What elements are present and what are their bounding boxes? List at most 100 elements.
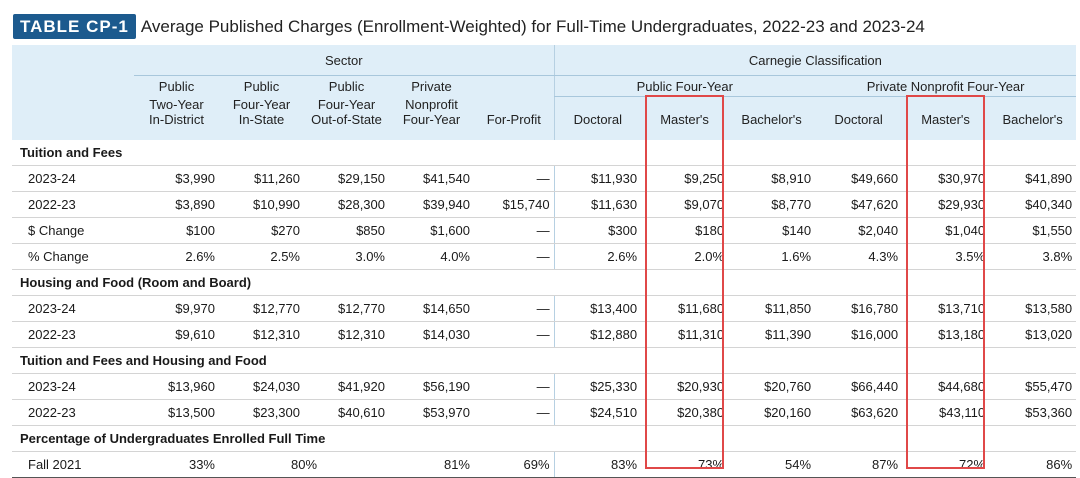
table-body: Tuition and Fees 2023-24 $3,990 $11,260 $29,… bbox=[12, 140, 1077, 478]
table-cell: $63,620 bbox=[815, 399, 903, 426]
col-public-masters: Master's bbox=[641, 96, 729, 127]
table-cell: $53,360 bbox=[989, 399, 1077, 426]
table-header: Sector Carnegie Classification Public Pu… bbox=[12, 45, 1077, 140]
table-cell: 54% bbox=[728, 451, 816, 478]
section-title: Tuition and Fees bbox=[12, 140, 1077, 166]
table-cell: 69% bbox=[474, 451, 555, 478]
table-cell: $56,190 bbox=[389, 373, 474, 400]
table-cell: $20,760 bbox=[728, 373, 816, 400]
col-public-two-year-l23: Two-Year In-District bbox=[134, 96, 219, 127]
section-title: Housing and Food (Room and Board) bbox=[12, 269, 1077, 296]
table-cell: $13,580 bbox=[989, 295, 1077, 322]
table-cell: $23,300 bbox=[219, 399, 304, 426]
table-cell: $3,990 bbox=[134, 165, 219, 192]
table-cell: $15,740 bbox=[474, 191, 555, 218]
table-cell: $9,610 bbox=[134, 321, 219, 348]
table-cell: $13,500 bbox=[134, 399, 219, 426]
col-private-nonprofit-l23: Nonprofit Four-Year bbox=[389, 96, 474, 127]
col-for-profit: For-Profit bbox=[474, 96, 555, 127]
table-cell: — bbox=[474, 321, 555, 348]
table-cell: $13,180 bbox=[902, 321, 990, 348]
table-cell: 2.5% bbox=[219, 243, 304, 270]
table-cell: $20,930 bbox=[641, 373, 729, 400]
table-row: $ Change $100 $270 $850 $1,600— $300 $180 $140 $… bbox=[12, 217, 1077, 244]
table-cell: $140 bbox=[728, 217, 816, 244]
table-cell: 4.3% bbox=[815, 243, 903, 270]
table-row: % Change 2.6% 2.5% 3.0% 4.0% —2.6% 2.0% 1.6% 4.3… bbox=[12, 243, 1077, 270]
table-cell: 1.6% bbox=[728, 243, 816, 270]
header-private-nonprofit-four-year: Private Nonprofit Four-Year bbox=[815, 75, 1077, 97]
table-cell: $13,400 bbox=[553, 295, 642, 322]
table-cell: 80% bbox=[219, 451, 389, 478]
table-cell: $12,880 bbox=[553, 321, 642, 348]
table-cell: 3.0% bbox=[304, 243, 389, 270]
row-label: 2023-24 bbox=[12, 165, 134, 192]
table-row: 2022-23 $9,610 $12,310 $12,310 $14,030— $12,8… bbox=[12, 321, 1077, 348]
row-label: 2022-23 bbox=[12, 191, 134, 218]
col-private-doctoral: Doctoral bbox=[815, 96, 903, 127]
table-cell: 73% bbox=[641, 451, 729, 478]
table-cell: $9,070 bbox=[641, 191, 729, 218]
table-caption: Average Published Charges (Enrollment-We… bbox=[140, 16, 925, 36]
table-cell: 4.0% bbox=[389, 243, 474, 270]
table-cell: $270 bbox=[219, 217, 304, 244]
row-label: 2022-23 bbox=[12, 399, 134, 426]
table-cell: $12,770 bbox=[304, 295, 389, 322]
charges-table: Sector Carnegie Classification Public Pu… bbox=[12, 45, 1077, 478]
table-cell: $28,300 bbox=[304, 191, 389, 218]
table-cell: $850 bbox=[304, 217, 389, 244]
col-public-four-year-outstate-l23: Four-Year Out-of-State bbox=[304, 96, 389, 127]
row-label: % Change bbox=[12, 243, 134, 270]
row-label: 2023-24 bbox=[12, 373, 134, 400]
table-cell: $39,940 bbox=[389, 191, 474, 218]
col-public-four-year-instate-l1: Public bbox=[219, 75, 304, 97]
table-cell: $40,610 bbox=[304, 399, 389, 426]
table-cell: $14,650 bbox=[389, 295, 474, 322]
table-cell: $12,770 bbox=[219, 295, 304, 322]
table-cell: $11,310 bbox=[641, 321, 729, 348]
col-public-four-year-instate-l23: Four-Year In-State bbox=[219, 96, 304, 127]
table-cell: $20,380 bbox=[641, 399, 729, 426]
section-header-row: Housing and Food (Room and Board) bbox=[12, 269, 1077, 296]
col-public-bachelors: Bachelor's bbox=[728, 96, 816, 127]
table-cell: $25,330 bbox=[553, 373, 642, 400]
charges-table-wrapper: Sector Carnegie Classification Public Pu… bbox=[12, 45, 1077, 478]
table-row: 2023-24 $13,960 $24,030 $41,920 $56,190— $25,… bbox=[12, 373, 1077, 400]
table-cell: $11,930 bbox=[553, 165, 642, 192]
table-cell: $30,970 bbox=[902, 165, 990, 192]
table-cell: $100 bbox=[134, 217, 219, 244]
col-public-four-year-outstate-l1: Public bbox=[304, 75, 389, 97]
table-cell: $13,960 bbox=[134, 373, 219, 400]
table-cell: 3.8% bbox=[989, 243, 1077, 270]
table-row: 2022-23 $13,500 $23,300 $40,610 $53,970— $24,… bbox=[12, 399, 1077, 426]
section-title: Tuition and Fees and Housing and Food bbox=[12, 347, 1077, 374]
header-public-four-year: Public Four-Year bbox=[553, 75, 816, 97]
table-title: TABLE CP-1 Average Published Charges (En… bbox=[13, 14, 925, 39]
table-cell: $41,540 bbox=[389, 165, 474, 192]
table-cell: $55,470 bbox=[989, 373, 1077, 400]
table-cell: $14,030 bbox=[389, 321, 474, 348]
table-cell: — bbox=[474, 295, 555, 322]
section-header-row: Tuition and Fees and Housing and Food bbox=[12, 347, 1077, 374]
table-cell: $29,150 bbox=[304, 165, 389, 192]
table-cell: $11,850 bbox=[728, 295, 816, 322]
table-cell: $13,710 bbox=[902, 295, 990, 322]
table-cell: $41,890 bbox=[989, 165, 1077, 192]
table-cell: $11,390 bbox=[728, 321, 816, 348]
table-cell: 2.0% bbox=[641, 243, 729, 270]
table-cell: $29,930 bbox=[902, 191, 990, 218]
table-cell: $24,030 bbox=[219, 373, 304, 400]
table-cell: — bbox=[474, 243, 555, 270]
table-tag: TABLE CP-1 bbox=[13, 14, 136, 39]
table-cell: $16,780 bbox=[815, 295, 903, 322]
table-cell: $11,680 bbox=[641, 295, 729, 322]
col-private-nonprofit-l1: Private bbox=[389, 75, 474, 97]
table-cell: $1,550 bbox=[989, 217, 1077, 244]
table-cell: $11,260 bbox=[219, 165, 304, 192]
table-cell: — bbox=[474, 217, 555, 244]
table-row: 2023-24 $3,990 $11,260 $29,150 $41,540— $11,9… bbox=[12, 165, 1077, 192]
table-cell: $8,910 bbox=[728, 165, 816, 192]
table-cell: $40,340 bbox=[989, 191, 1077, 218]
table-cell: 83% bbox=[553, 451, 642, 478]
row-label: 2023-24 bbox=[12, 295, 134, 322]
